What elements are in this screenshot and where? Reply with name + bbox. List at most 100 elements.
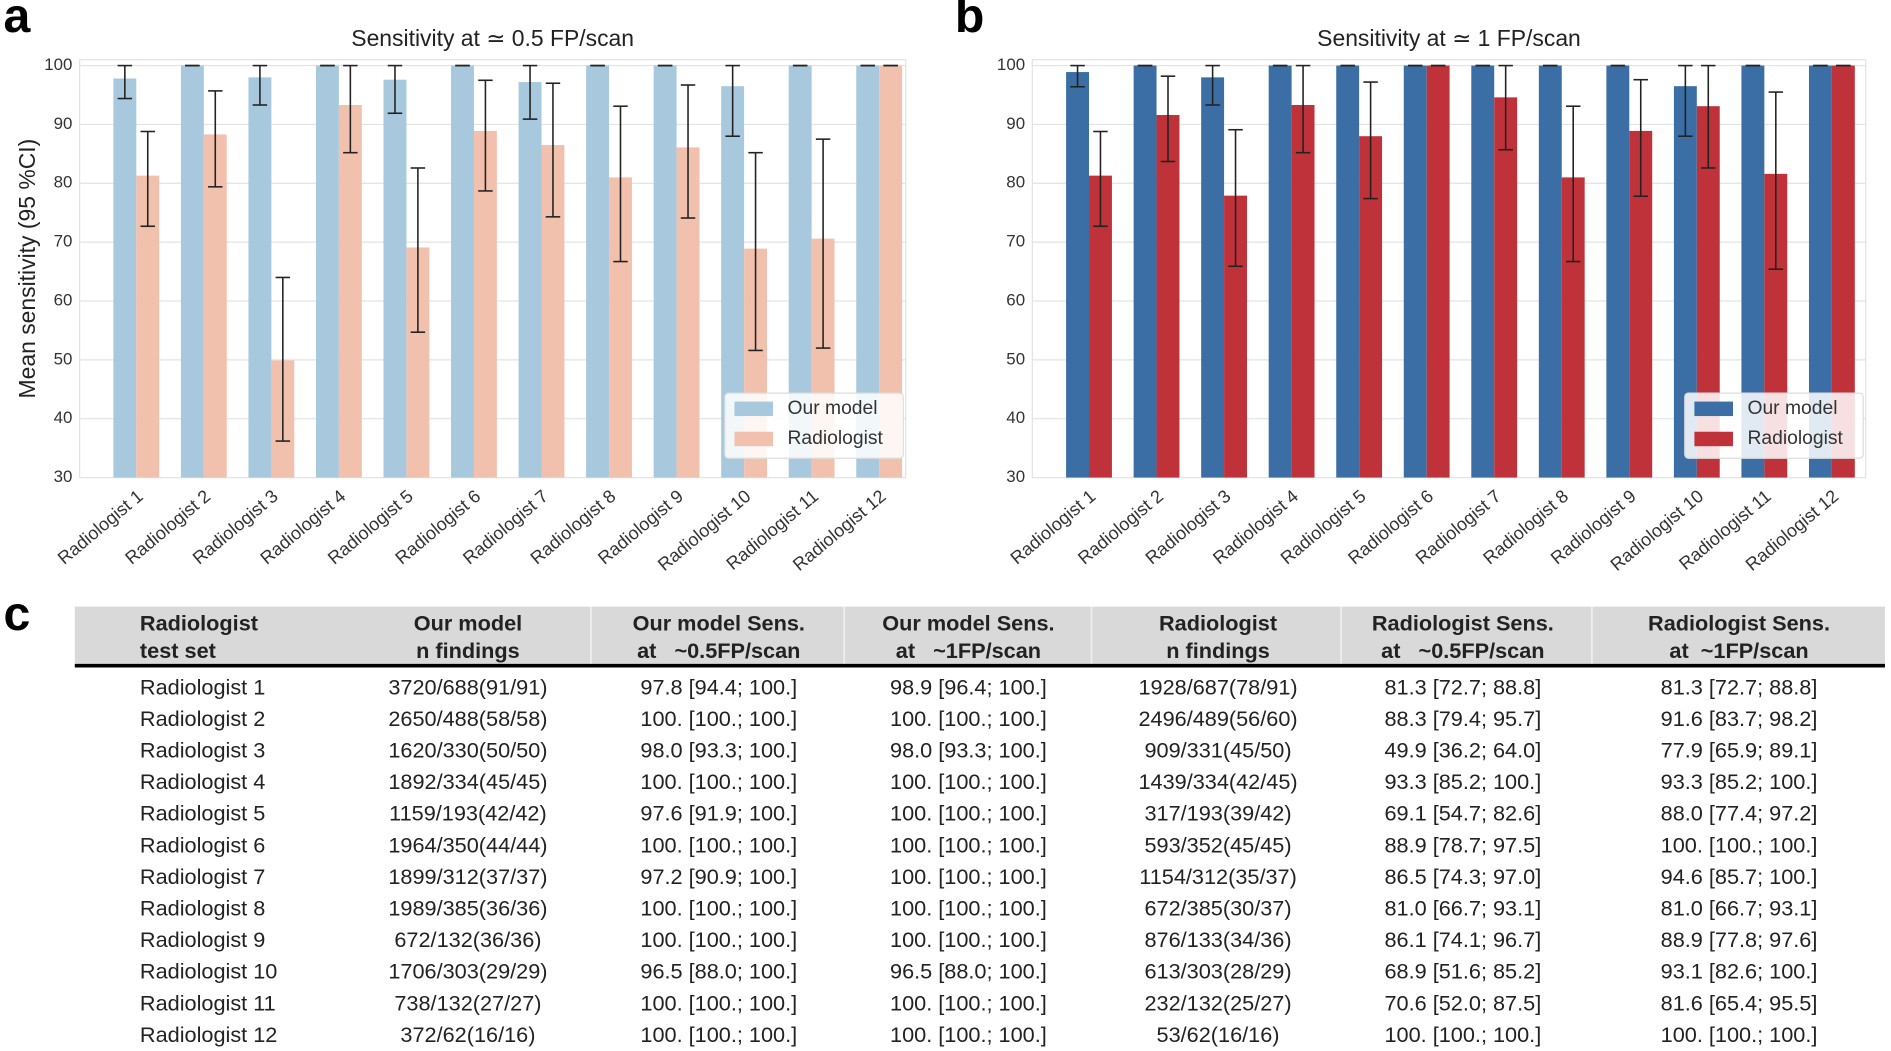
table-cell: 100. [100.; 100.]: [640, 990, 797, 1015]
bar: [473, 130, 497, 478]
table-cell: 88.9 [78.7; 97.5]: [1384, 832, 1541, 857]
error-bar: [815, 138, 831, 349]
table-header: Radiologist: [1159, 610, 1277, 635]
y-tick-label: 70: [1006, 232, 1025, 251]
table-cell: 100. [100.; 100.]: [1661, 832, 1818, 857]
error-bar: [725, 64, 740, 137]
legend-swatch: [734, 401, 774, 417]
legend-swatch: [1694, 431, 1733, 447]
table-cell: 100. [100.; 100.]: [1384, 1022, 1541, 1047]
table-cell: 97.2 [90.9; 100.]: [640, 864, 797, 889]
error-bar: [1295, 64, 1311, 154]
table-cell: 68.9 [51.6; 85.2]: [1384, 959, 1541, 984]
bar: [1606, 65, 1630, 478]
table-cell: 81.3 [72.7; 88.8]: [1384, 674, 1541, 699]
bar: [1471, 65, 1495, 478]
error-bar: [1768, 91, 1784, 271]
table-header: Our model Sens.: [633, 610, 805, 635]
table-cell: 100. [100.; 100.]: [890, 706, 1047, 731]
chart-title: Sensitivity at ≃ 0.5 FP/scan: [351, 25, 634, 51]
bar: [451, 65, 474, 478]
panel-label: b: [955, 0, 984, 43]
error-bar: [1228, 128, 1243, 268]
table-cell: 100. [100.; 100.]: [890, 896, 1047, 921]
table-cell: 86.1 [74.1; 96.7]: [1384, 927, 1541, 952]
table-cell: 100. [100.; 100.]: [640, 769, 797, 794]
table-cell: 93.3 [85.2; 100.]: [1384, 769, 1541, 794]
table-cell: 100. [100.; 100.]: [890, 864, 1047, 889]
error-bar: [545, 82, 561, 218]
bar: [338, 105, 362, 478]
bar: [721, 86, 745, 478]
error-bar: [1363, 81, 1378, 200]
table-header: at ~1FP/scan: [1669, 638, 1808, 663]
table-cell: Radiologist 9: [140, 927, 265, 952]
table-header: test set: [140, 638, 216, 663]
error-bar: [1093, 130, 1108, 228]
bar: [1831, 65, 1855, 478]
bar: [1156, 115, 1180, 478]
bar: [541, 145, 565, 478]
y-tick-label: 50: [54, 349, 73, 368]
table-cell: 317/193(39/42): [1144, 801, 1291, 826]
table-header: at ~0.5FP/scan: [637, 638, 800, 663]
bar: [203, 134, 227, 478]
y-axis-label: Mean sensitivity (95 %CI): [14, 139, 40, 399]
bar: [383, 79, 407, 478]
table-cell: 1892/334(45/45): [388, 769, 547, 794]
error-bar: [1701, 64, 1716, 169]
bar: [586, 65, 610, 478]
panel-label: c: [3, 587, 30, 641]
bar: [406, 247, 430, 478]
table-cell: 97.6 [91.9; 100.]: [640, 801, 797, 826]
bar: [315, 65, 339, 478]
table-cell: 3720/688(91/91): [388, 674, 547, 699]
error-bar: [275, 276, 291, 442]
table-cell: 81.6 [65.4; 95.5]: [1661, 990, 1818, 1015]
panel-label: a: [3, 0, 31, 43]
table-cell: 100. [100.; 100.]: [640, 832, 797, 857]
table-cell: 232/132(25/27): [1144, 990, 1291, 1015]
bar: [1291, 105, 1315, 478]
table-header-bg: [74, 606, 1885, 666]
bar: [248, 77, 272, 478]
table-cell: 372/62(16/16): [400, 1022, 535, 1047]
table-cell: Radiologist 11: [140, 990, 276, 1015]
table-header: Radiologist Sens.: [1648, 610, 1830, 635]
error-bar: [410, 167, 426, 333]
bar: [1696, 106, 1720, 478]
table-header: Radiologist: [140, 610, 258, 635]
error-bar: [1565, 105, 1581, 263]
table-cell: 876/133(34/36): [1144, 927, 1291, 952]
table-cell: 1899/312(37/37): [388, 864, 547, 889]
error-bar: [1678, 64, 1693, 137]
bar: [609, 177, 632, 478]
y-tick-label: 90: [54, 114, 73, 133]
legend-label: Radiologist: [788, 428, 884, 449]
error-bar: [343, 64, 358, 154]
table-cell: 88.3 [79.4; 95.7]: [1384, 706, 1541, 731]
table-cell: 100. [100.; 100.]: [890, 990, 1047, 1015]
table-cell: Radiologist 7: [140, 864, 265, 889]
legend-swatch: [734, 431, 774, 447]
table-header: at ~0.5FP/scan: [1381, 638, 1544, 663]
table-cell: 88.9 [77.8; 97.6]: [1661, 927, 1818, 952]
table-cell: 613/303(28/29): [1144, 959, 1291, 984]
table-cell: 2496/489(56/60): [1138, 706, 1297, 731]
table-cell: 672/385(30/37): [1144, 896, 1291, 921]
table-header: Our model: [414, 610, 522, 635]
table-cell: 100. [100.; 100.]: [890, 1022, 1047, 1047]
table-cell: 100. [100.; 100.]: [640, 1022, 797, 1047]
bar: [1808, 65, 1832, 478]
table-cell: 91.6 [83.7; 98.2]: [1661, 706, 1818, 731]
table-header: Radiologist Sens.: [1372, 610, 1554, 635]
y-tick-label: 50: [1006, 349, 1025, 368]
error-bar: [208, 90, 223, 188]
error-bar: [117, 64, 133, 100]
table-cell: 2650/488(58/58): [388, 706, 547, 731]
bar: [1494, 97, 1518, 478]
y-tick-label: 80: [1006, 173, 1025, 192]
bar: [653, 65, 677, 478]
table-cell: Radiologist 1: [140, 674, 265, 699]
bar: [1089, 175, 1112, 478]
